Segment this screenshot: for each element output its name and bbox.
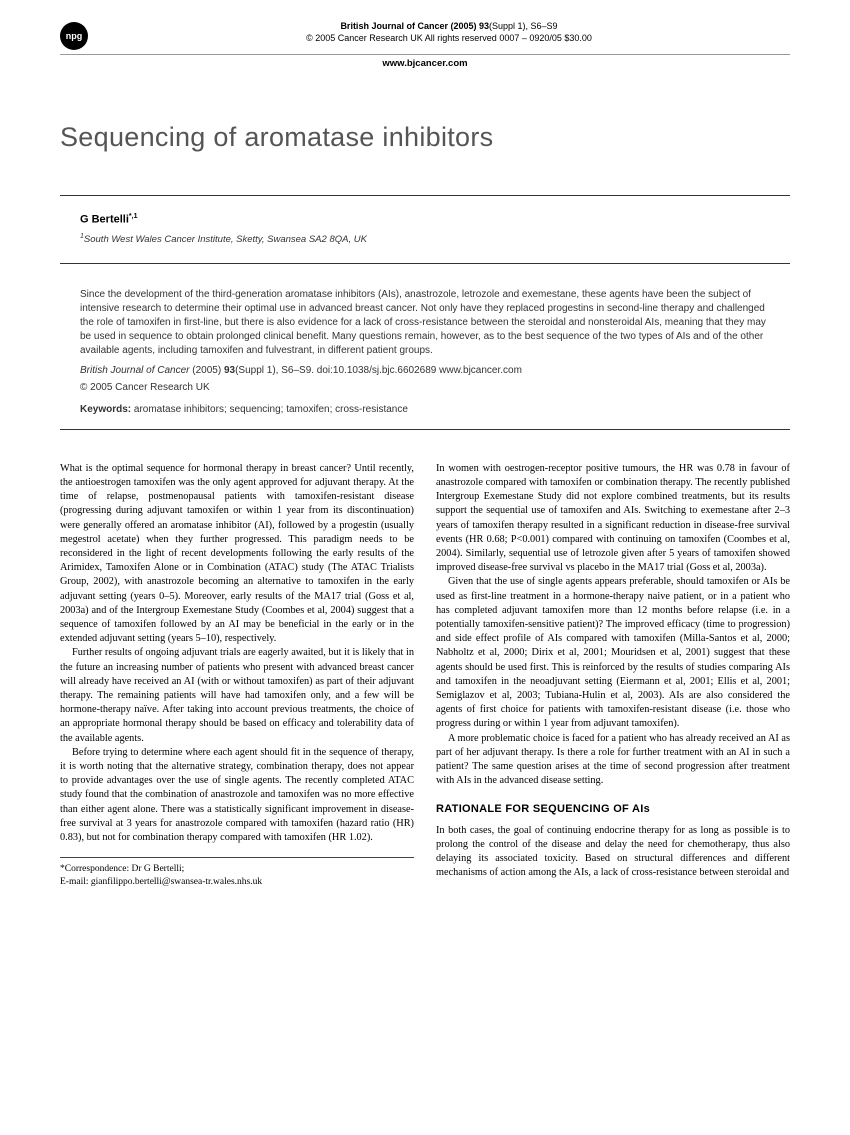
abstract-copyright: © 2005 Cancer Research UK <box>80 381 770 395</box>
article-body: What is the optimal sequence for hormona… <box>60 462 790 889</box>
section-heading: RATIONALE FOR SEQUENCING OF AIs <box>436 802 790 817</box>
author-block: G Bertelli*,1 1South West Wales Cancer I… <box>60 195 790 263</box>
page-header: npg British Journal of Cancer (2005) 93(… <box>60 20 790 55</box>
body-paragraph: In both cases, the goal of continuing en… <box>436 824 790 881</box>
correspondence-email: E-mail: gianfilippo.bertelli@swansea-tr.… <box>60 876 414 889</box>
body-paragraph: Before trying to determine where each ag… <box>60 746 414 845</box>
header-copyright: © 2005 Cancer Research UK All rights res… <box>108 32 790 44</box>
abstract-block: Since the development of the third-gener… <box>60 288 790 430</box>
article-title: Sequencing of aromatase inhibitors <box>60 119 790 155</box>
correspondence-footer: *Correspondence: Dr G Bertelli; E-mail: … <box>60 857 414 889</box>
abstract-text: Since the development of the third-gener… <box>80 288 770 358</box>
body-paragraph: Given that the use of single agents appe… <box>436 575 790 731</box>
body-paragraph: A more problematic choice is faced for a… <box>436 732 790 789</box>
body-paragraph: In women with oestrogen-receptor positiv… <box>436 462 790 576</box>
journal-name: British Journal of Cancer (2005) 93 <box>340 21 489 31</box>
abstract-citation: British Journal of Cancer (2005) 93(Supp… <box>80 364 770 378</box>
journal-website: www.bjcancer.com <box>60 58 790 71</box>
body-paragraph: What is the optimal sequence for hormona… <box>60 462 414 647</box>
correspondence-name: *Correspondence: Dr G Bertelli; <box>60 863 414 876</box>
body-paragraph: Further results of ongoing adjuvant tria… <box>60 646 414 745</box>
author-name: G Bertelli*,1 <box>80 212 770 228</box>
issue-info: (Suppl 1), S6–S9 <box>489 21 558 31</box>
author-affiliation: 1South West Wales Cancer Institute, Sket… <box>80 232 770 247</box>
header-meta: British Journal of Cancer (2005) 93(Supp… <box>108 20 790 44</box>
keywords: Keywords: aromatase inhibitors; sequenci… <box>80 403 770 417</box>
publisher-badge: npg <box>60 22 88 50</box>
